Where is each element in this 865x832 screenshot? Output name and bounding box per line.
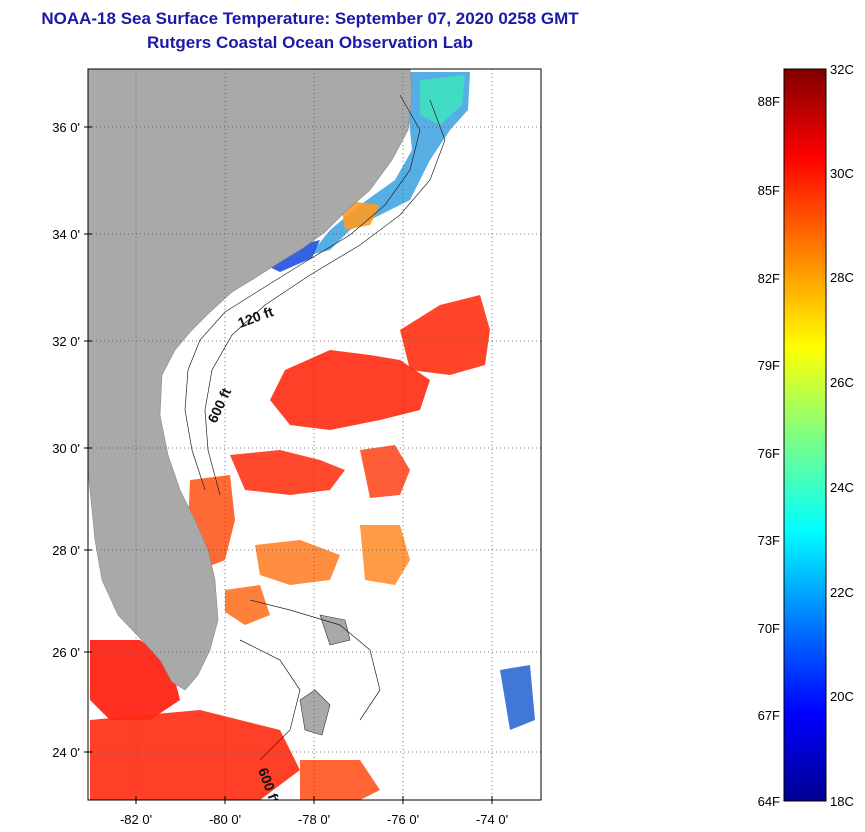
lat-tick-label: 28 0' bbox=[52, 543, 80, 558]
sst-patch-central-4 bbox=[360, 445, 410, 498]
sst-patch-far-east bbox=[500, 665, 535, 730]
sst-patch-central-3 bbox=[230, 450, 345, 495]
sst-patch-georgia bbox=[265, 240, 320, 272]
colorbar-c-label: 30C bbox=[830, 166, 854, 181]
island-andros bbox=[299, 689, 331, 736]
contour-bahamas-2 bbox=[239, 639, 301, 761]
map-subtitle: Rutgers Coastal Ocean Observation Lab bbox=[147, 33, 473, 52]
sst-patch-south-1 bbox=[255, 540, 340, 585]
lat-tick-label: 30 0' bbox=[52, 441, 80, 456]
colorbar-c-label: 28C bbox=[830, 270, 854, 285]
contour-bahamas-1 bbox=[249, 599, 381, 721]
colorbar-f-label: 70F bbox=[758, 621, 780, 636]
lon-tick-label: -78 0' bbox=[298, 812, 330, 827]
colorbar-c-label: 26C bbox=[830, 375, 854, 390]
island-abaco bbox=[319, 614, 351, 646]
lat-tick-label: 32 0' bbox=[52, 334, 80, 349]
colorbar-gradient bbox=[783, 68, 827, 802]
colorbar-f-label: 64F bbox=[758, 794, 780, 809]
colorbar-f-label: 88F bbox=[758, 94, 780, 109]
map-title: NOAA-18 Sea Surface Temperature: Septemb… bbox=[41, 9, 579, 28]
sst-patch-carolina bbox=[420, 75, 465, 125]
contour-120ft bbox=[184, 94, 421, 491]
sst-patch-south-3 bbox=[225, 585, 270, 625]
sst-patch-central-2 bbox=[270, 350, 430, 430]
colorbar-c-label: 32C bbox=[830, 62, 854, 77]
colorbar-c-label: 18C bbox=[830, 794, 854, 809]
colorbar-f-label: 79F bbox=[758, 358, 780, 373]
lat-axis: 36 0' 34 0' 32 0' 30 0' 28 0' 26 0' 24 0… bbox=[52, 120, 80, 760]
lon-tick-label: -80 0' bbox=[209, 812, 241, 827]
colorbar-f-label: 73F bbox=[758, 533, 780, 548]
contour-600ft bbox=[204, 99, 446, 496]
colorbar-f-label: 85F bbox=[758, 183, 780, 198]
sst-patch-southeast bbox=[300, 760, 380, 800]
sst-patch-south-2 bbox=[360, 525, 410, 585]
lon-tick-label: -74 0' bbox=[476, 812, 508, 827]
sst-patch-central-1 bbox=[400, 295, 490, 375]
lat-tick-label: 36 0' bbox=[52, 120, 80, 135]
lat-tick-label: 24 0' bbox=[52, 745, 80, 760]
colorbar-f-label: 76F bbox=[758, 446, 780, 461]
colorbar-c-label: 22C bbox=[830, 585, 854, 600]
land bbox=[88, 69, 413, 691]
bathymetry-contours bbox=[184, 94, 446, 761]
lat-tick-label: 26 0' bbox=[52, 645, 80, 660]
lon-tick-label: -76 0' bbox=[387, 812, 419, 827]
colorbar-c-label: 20C bbox=[830, 689, 854, 704]
colorbar-f-label: 82F bbox=[758, 271, 780, 286]
colorbar-fahrenheit-labels: 88F 85F 82F 79F 76F 73F 70F 67F 64F bbox=[758, 94, 780, 809]
lon-axis: -82 0' -80 0' -78 0' -76 0' -74 0' bbox=[120, 812, 508, 827]
lat-tick-label: 34 0' bbox=[52, 227, 80, 242]
sst-patch-keys bbox=[90, 640, 180, 720]
sst-patches bbox=[90, 72, 535, 800]
lon-tick-label: -82 0' bbox=[120, 812, 152, 827]
colorbar-celsius-labels: 32C 30C 28C 26C 24C 22C 20C 18C bbox=[830, 62, 854, 809]
islands bbox=[299, 614, 351, 736]
colorbar-c-label: 24C bbox=[830, 480, 854, 495]
colorbar-f-label: 67F bbox=[758, 708, 780, 723]
colorbar: 88F 85F 82F 79F 76F 73F 70F 67F 64F 32C … bbox=[758, 62, 854, 809]
land-us-mainland bbox=[88, 69, 413, 691]
sst-patch-cuba bbox=[90, 710, 300, 800]
